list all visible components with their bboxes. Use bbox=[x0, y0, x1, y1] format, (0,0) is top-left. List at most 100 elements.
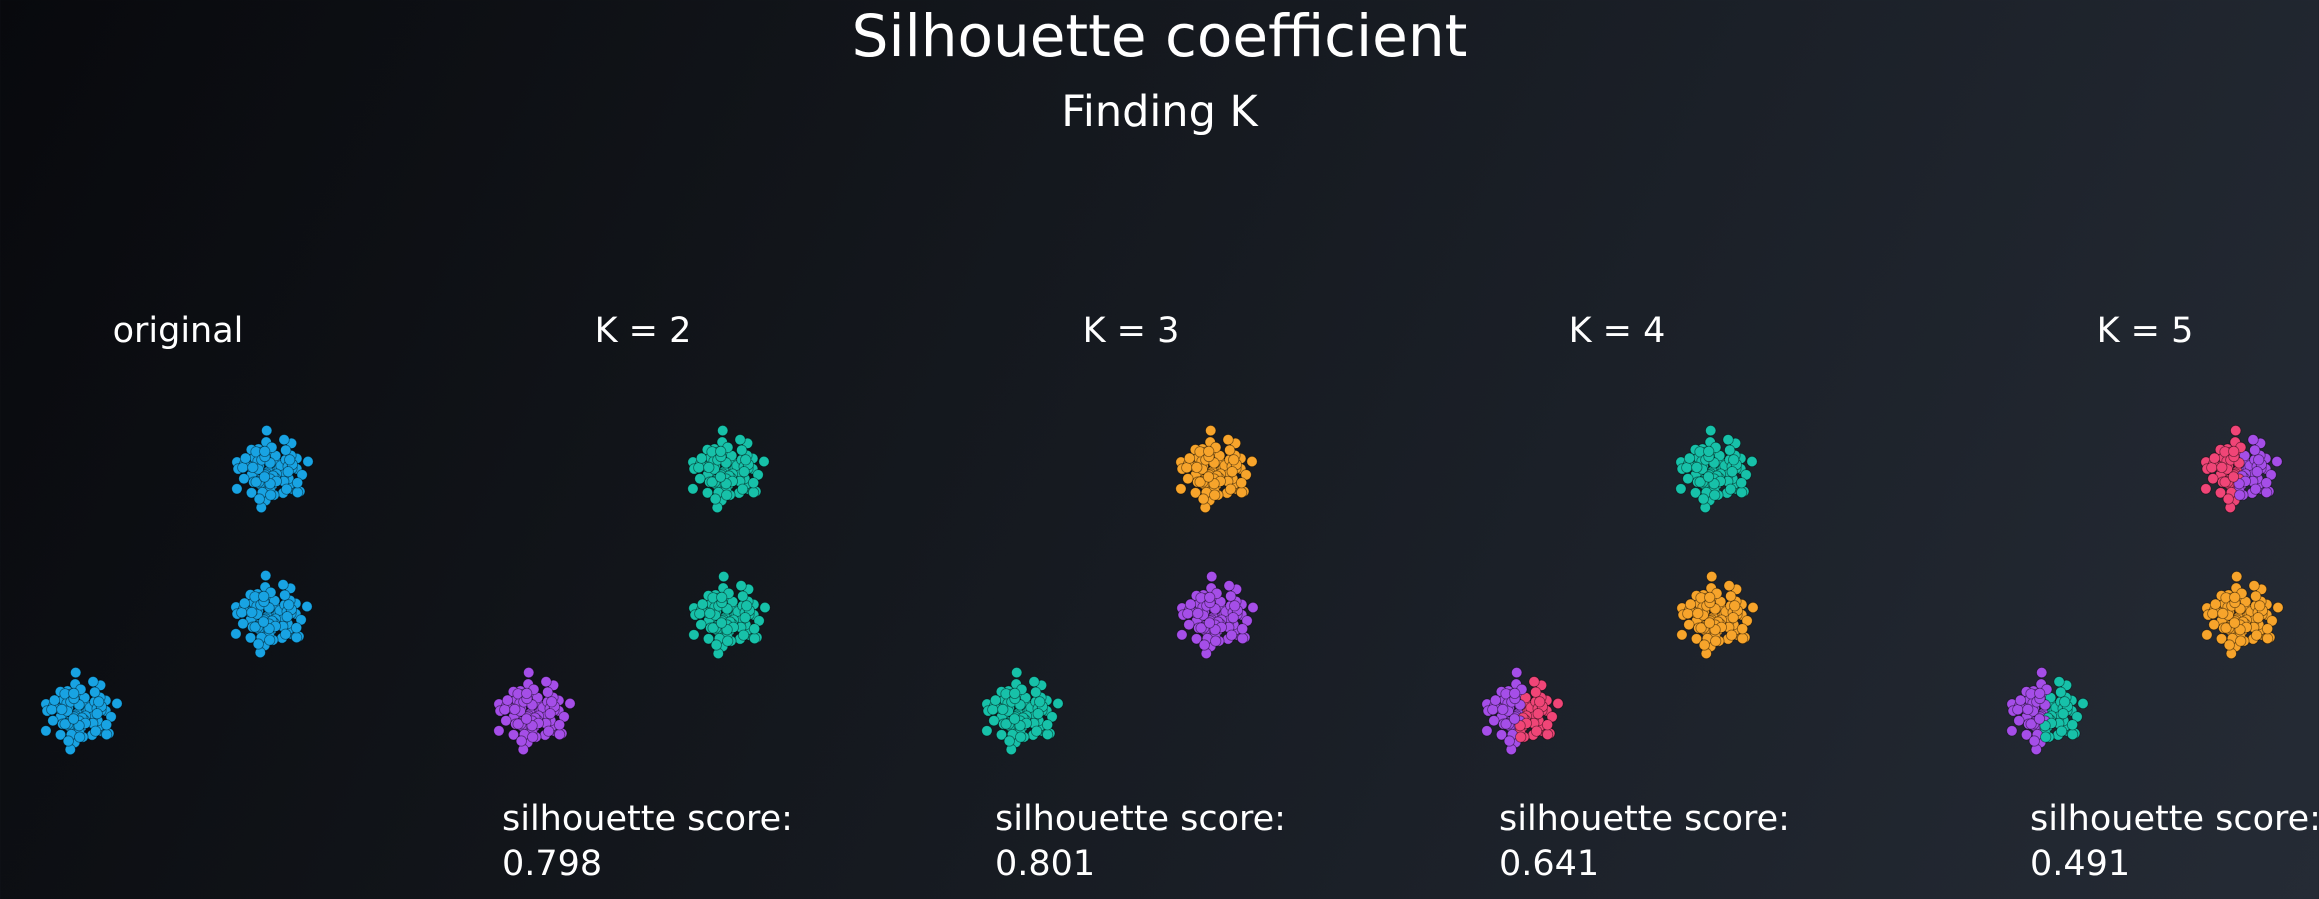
scatter-point bbox=[2252, 612, 2264, 624]
scatter-point bbox=[1495, 729, 1508, 741]
scatter-point bbox=[1225, 590, 1237, 602]
scatter-panel-0 bbox=[40, 424, 314, 756]
scatter-point bbox=[1236, 486, 1248, 499]
scatter-point bbox=[1224, 444, 1236, 456]
scatter-point bbox=[246, 606, 258, 619]
scatter-point bbox=[1509, 687, 1521, 700]
scatter-point bbox=[2207, 473, 2219, 485]
scatter-point bbox=[2077, 697, 2089, 710]
scatter-point bbox=[722, 635, 734, 647]
scatter-point bbox=[1508, 713, 1521, 725]
scatter-point bbox=[2272, 601, 2284, 614]
cluster-bottom bbox=[40, 666, 123, 756]
scatter-point bbox=[758, 455, 770, 468]
scatter-point bbox=[704, 607, 716, 620]
scatter-point bbox=[701, 487, 714, 499]
scatter-point bbox=[1206, 570, 1218, 583]
scatter-point bbox=[2057, 708, 2069, 720]
scatter-point bbox=[2053, 676, 2065, 688]
scatter-point bbox=[281, 611, 293, 623]
scatter-point bbox=[2067, 728, 2079, 741]
scatter-point bbox=[290, 631, 303, 644]
scatter-point bbox=[1500, 718, 1512, 730]
scatter-point bbox=[1189, 487, 1202, 499]
scatter-point bbox=[2201, 629, 2213, 641]
scatter-point bbox=[2013, 715, 2025, 727]
scatter-point bbox=[2230, 424, 2242, 437]
scatter-point bbox=[501, 694, 514, 706]
scatter-point bbox=[236, 607, 248, 619]
scatter-point bbox=[1184, 598, 1197, 610]
scatter-point bbox=[500, 715, 512, 727]
cluster-middle bbox=[230, 569, 313, 659]
scatter-point bbox=[2208, 619, 2220, 631]
scatter-point bbox=[1228, 454, 1240, 466]
scatter-point bbox=[68, 687, 80, 700]
scatter-point bbox=[265, 489, 277, 501]
scatter-point bbox=[553, 728, 566, 741]
scatter-point bbox=[716, 591, 728, 604]
scatter-point bbox=[1746, 455, 1758, 468]
scatter-point bbox=[245, 487, 258, 499]
scatter-point bbox=[1541, 719, 1554, 731]
scatter-point bbox=[1725, 590, 1737, 602]
cluster-middle bbox=[1176, 570, 1259, 660]
panel-label-original: original bbox=[112, 311, 244, 351]
scatter-point bbox=[1246, 455, 1258, 468]
scatter-point bbox=[1481, 725, 1493, 737]
scatter-point bbox=[87, 676, 99, 688]
scatter-point bbox=[1008, 713, 1021, 725]
scatter-point bbox=[2254, 600, 2266, 612]
scatter-point bbox=[747, 477, 760, 489]
scatter-point bbox=[1227, 612, 1239, 624]
scatter-point bbox=[1691, 461, 1703, 473]
scatter-point bbox=[546, 696, 558, 708]
scatter-point bbox=[1694, 476, 1706, 488]
scatter-point bbox=[1736, 486, 1748, 499]
scatter-point bbox=[2209, 598, 2222, 610]
scatter-point bbox=[544, 708, 556, 720]
scatter-point bbox=[693, 462, 705, 474]
scatter-point bbox=[277, 579, 289, 591]
scatter-point bbox=[247, 461, 259, 473]
scatter-point bbox=[1531, 725, 1543, 737]
scatter-point bbox=[995, 729, 1008, 741]
scatter-point bbox=[2247, 434, 2259, 446]
scatter-point bbox=[734, 434, 746, 446]
scatter-point bbox=[1723, 580, 1735, 592]
cluster-top bbox=[1175, 424, 1258, 514]
scatter-point bbox=[2223, 639, 2235, 651]
scatter-point bbox=[264, 634, 276, 646]
cluster-bottom bbox=[493, 666, 576, 756]
scatter-point bbox=[739, 612, 751, 624]
scatter-point bbox=[74, 731, 86, 743]
scatter-point bbox=[93, 696, 105, 708]
scatter-point bbox=[1182, 608, 1194, 620]
scatter-point bbox=[748, 632, 761, 645]
scatter-point bbox=[988, 715, 1000, 727]
scatter-point bbox=[2235, 635, 2247, 647]
scatter-point bbox=[90, 725, 102, 737]
scatter-point bbox=[707, 622, 719, 634]
scatter-point bbox=[1532, 708, 1544, 720]
scatter-panel-3 bbox=[1481, 424, 1759, 756]
scatter-point bbox=[1192, 607, 1204, 620]
scatter-point bbox=[1191, 461, 1203, 473]
scatter-point bbox=[279, 589, 291, 601]
scatter-point bbox=[2014, 694, 2027, 706]
scatter-point bbox=[752, 469, 764, 481]
scatter-point bbox=[696, 598, 709, 610]
scatter-point bbox=[2028, 735, 2040, 747]
scatter-point bbox=[291, 477, 304, 489]
scatter-point bbox=[237, 618, 249, 630]
scatter-point bbox=[694, 473, 706, 485]
scatter-point bbox=[282, 466, 294, 478]
scatter-point bbox=[238, 597, 251, 609]
score-label: silhouette score: bbox=[995, 799, 1286, 839]
scatter-point bbox=[1042, 728, 1054, 741]
scatter-point bbox=[2219, 476, 2231, 488]
scatter-point bbox=[2012, 704, 2024, 716]
scatter-point bbox=[706, 476, 718, 488]
scatter-point bbox=[2066, 719, 2079, 731]
scatter-point bbox=[59, 718, 71, 730]
